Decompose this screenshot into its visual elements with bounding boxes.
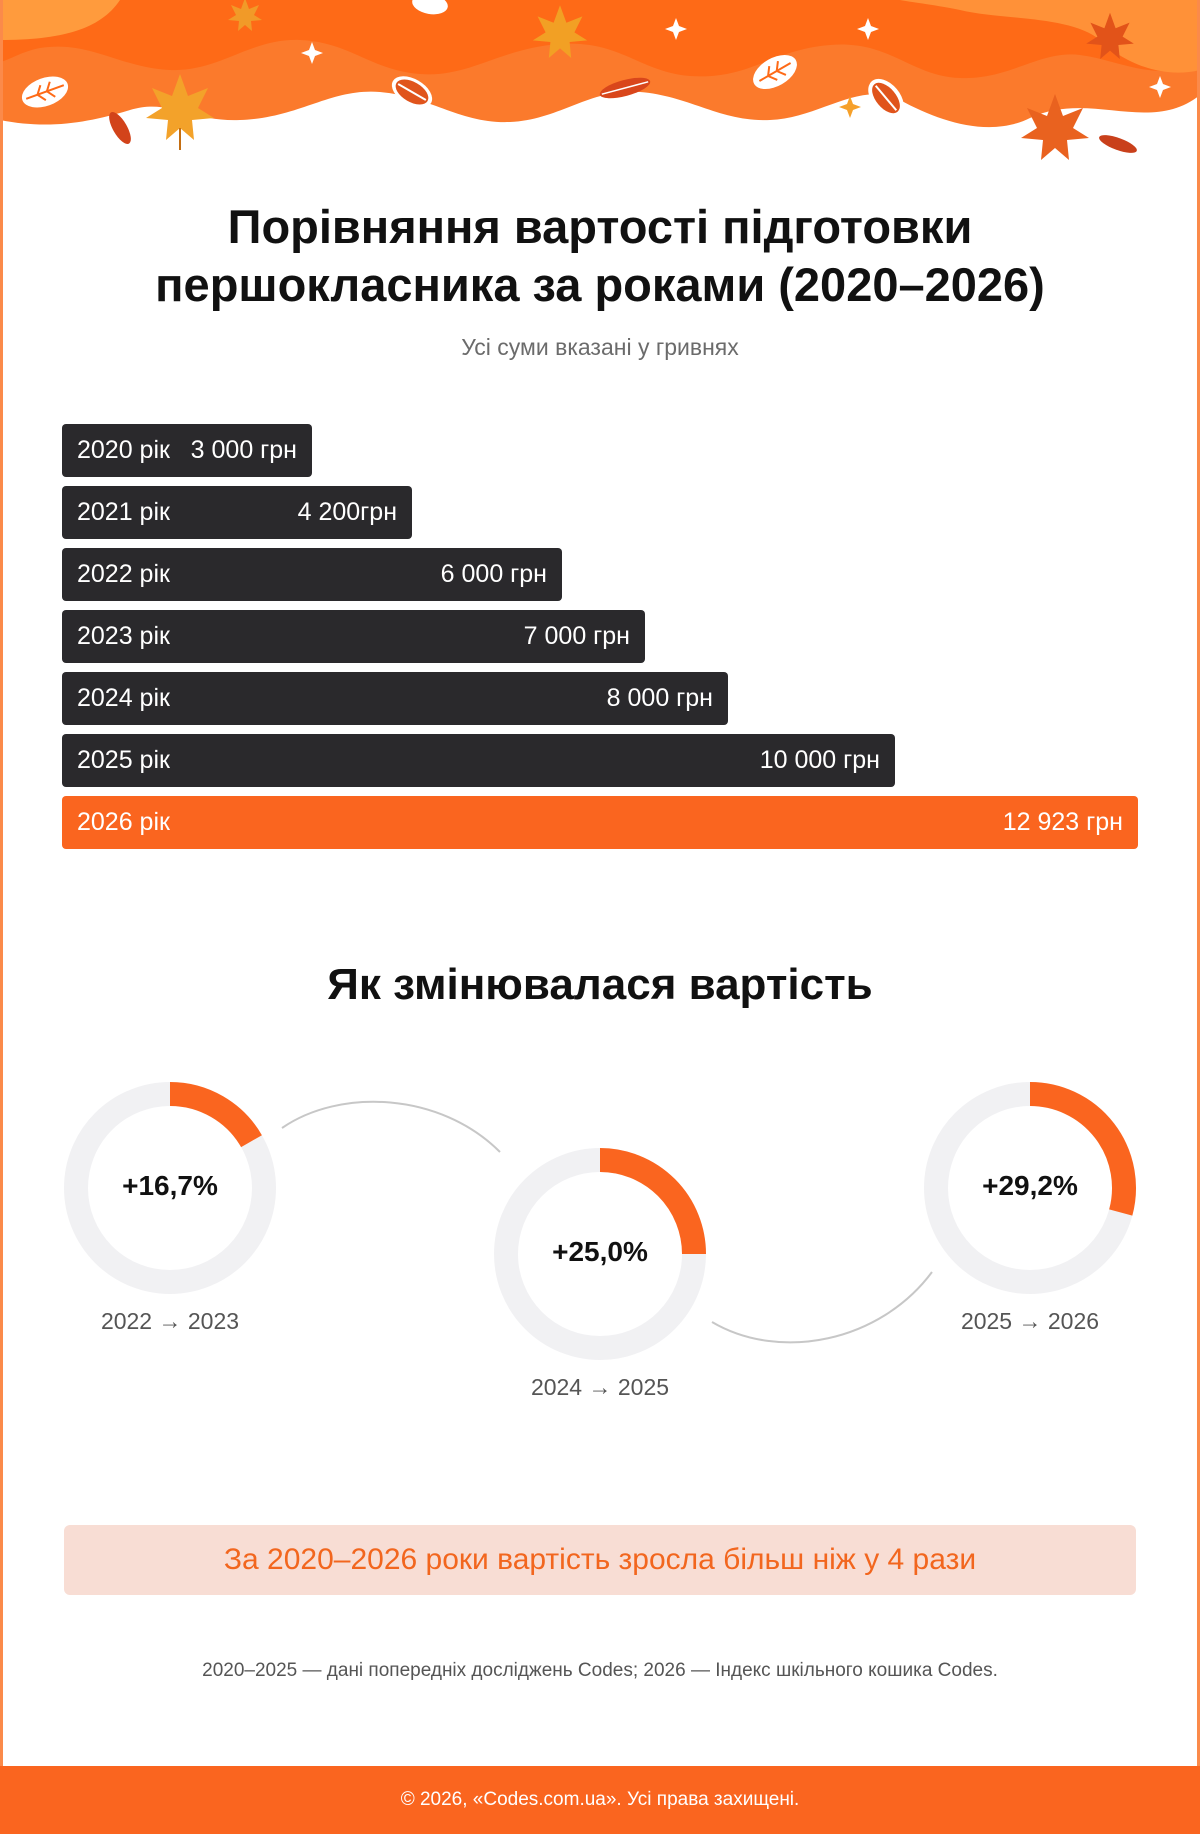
bar-value-label: 10 000 грн (759, 746, 880, 774)
connector-arc (281, 1100, 501, 1153)
right-border (1197, 0, 1200, 1834)
bar-2026: 2026 рік 12 923 грн (62, 796, 1138, 849)
bar-2021: 2021 рік 4 200грн (62, 486, 412, 539)
leaf-icon (21, 76, 69, 108)
connector-arc (711, 1271, 933, 1344)
maple-leaf-icon (1086, 12, 1134, 60)
bar-category-label: 2021 рік (77, 498, 170, 526)
donut-arc (599, 1148, 706, 1255)
bar-category-label: 2026 рік (77, 808, 170, 836)
page-title-line1: Порівняння вартості підготовки (227, 200, 973, 253)
page-title: Порівняння вартості підготовки першоклас… (0, 198, 1200, 314)
donut-arc (1029, 1082, 1136, 1216)
maple-leaf-icon (228, 0, 262, 31)
cost-bar-chart: 2020 рік 3 000 грн 2021 рік 4 200грн 2022 рі… (62, 424, 1138, 850)
donut-period-label: 2022 → 2023 (100, 1308, 240, 1334)
footer: © 2026, «Codes.com.ua». Усі права захище… (0, 1766, 1200, 1834)
orange-wave-front (0, 0, 1200, 79)
bar-category-label: 2024 рік (77, 684, 170, 712)
leaf-icon (599, 77, 651, 99)
source-note: 2020–2025 — дані попередніх досліджень C… (202, 1660, 998, 1681)
orange-wave-right-light (900, 0, 1200, 73)
bar-2022: 2022 рік 6 000 грн (62, 548, 562, 601)
leaf-icon (391, 76, 433, 108)
leaf-icon (412, 0, 448, 15)
donut-value-label: +16,7% (122, 1170, 218, 1201)
leaf-icon (868, 78, 904, 118)
change-donut-charts (64, 1082, 1136, 1360)
bar-value-label: 8 000 грн (606, 684, 713, 712)
bar-2025: 2025 рік 10 000 грн (62, 734, 895, 787)
bar-value-label: 7 000 грн (523, 622, 630, 650)
leaf-icon (753, 54, 797, 90)
sparkle-icon (301, 18, 1171, 98)
bar-2020: 2020 рік 3 000 грн (62, 424, 312, 477)
maple-leaf-icon (146, 74, 214, 150)
section-title: Як змінювалася вартість (327, 960, 873, 1009)
left-border (0, 0, 3, 1834)
orange-wave-left-light (0, 0, 120, 40)
page-subtitle: Усі суми вказані у гривнях (461, 334, 739, 360)
leaf-icon (1099, 135, 1137, 153)
bar-value-label: 3 000 грн (190, 436, 297, 464)
bar-category-label: 2025 рік (77, 746, 170, 774)
bar-category-label: 2023 рік (77, 622, 170, 650)
autumn-header-decoration (0, 0, 1200, 160)
sparkle-icon (839, 96, 861, 118)
bar-category-label: 2022 рік (77, 560, 170, 588)
bar-2024: 2024 рік 8 000 грн (62, 672, 728, 725)
donut-period-label: 2025 → 2026 (960, 1308, 1100, 1334)
bar-value-label: 6 000 грн (440, 560, 547, 588)
bar-category-label: 2020 рік (77, 436, 170, 464)
bar-value-label: 4 200грн (297, 498, 397, 526)
footer-copyright: © 2026, «Codes.com.ua». Усі права захище… (400, 1789, 800, 1810)
donut-value-label: +29,2% (982, 1170, 1078, 1201)
page-title-line2: першокласника за роками (2020–2026) (155, 258, 1045, 311)
donut-value-label: +25,0% (552, 1236, 648, 1267)
conclusion-banner: За 2020–2026 роки вартість зросла більш … (64, 1525, 1136, 1595)
bar-value-label: 12 923 грн (1002, 808, 1123, 836)
maple-leaf-icon (1021, 94, 1089, 160)
donut-period-label: 2024 → 2025 (530, 1374, 670, 1400)
maple-leaf-icon (532, 5, 588, 58)
bar-2023: 2023 рік 7 000 грн (62, 610, 645, 663)
donut-arc (169, 1082, 262, 1148)
leaf-icon (109, 112, 131, 144)
